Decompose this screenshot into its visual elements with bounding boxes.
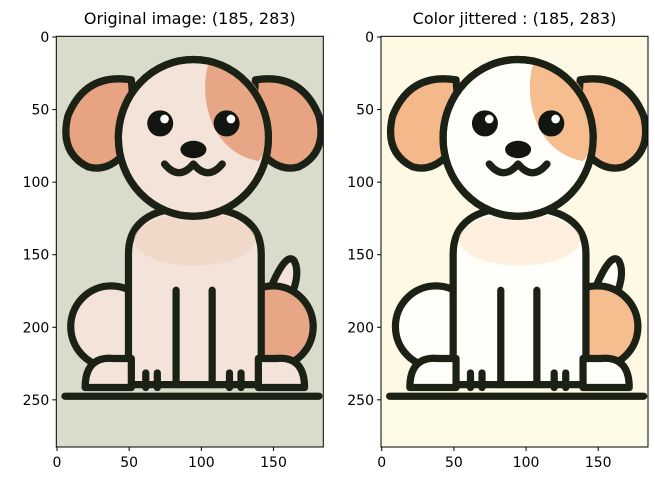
image — [381, 36, 648, 447]
y-tick-label: 250 — [347, 393, 374, 409]
image — [56, 36, 323, 447]
y-tick-label: 100 — [347, 175, 374, 191]
x-tick-label: 100 — [513, 455, 540, 471]
y-tick-label: 0 — [365, 30, 374, 46]
y-tick-label: 200 — [347, 320, 374, 336]
x-tick-label: 0 — [53, 455, 62, 471]
y-tick-label: 100 — [23, 175, 50, 191]
y-tick-label: 50 — [31, 103, 49, 119]
subplot-title: Original image: (185, 283) — [84, 9, 296, 28]
y-tick-label: 150 — [23, 248, 50, 264]
y-tick-label: 150 — [347, 248, 374, 264]
panels: Original image: (185, 283) 0 50 100 150 0 50 10… — [23, 9, 649, 471]
axes-frame — [55, 35, 324, 448]
x-tick-label: 150 — [260, 455, 287, 471]
y-tick-label: 200 — [23, 320, 50, 336]
x-tick-label: 150 — [585, 455, 612, 471]
subplot-title: Color jittered : (185, 283) — [413, 9, 617, 28]
subplot: Color jittered : (185, 283) 0 50 100 150 0 50 1… — [347, 9, 649, 471]
y-tick-label: 250 — [23, 393, 50, 409]
axes-frame — [380, 35, 649, 448]
x-tick-label: 100 — [188, 455, 215, 471]
x-tick-label: 50 — [120, 455, 138, 471]
x-tick-label: 0 — [377, 455, 386, 471]
subplot: Original image: (185, 283) 0 50 100 150 0 50 10… — [23, 9, 324, 471]
y-tick-label: 50 — [356, 103, 374, 119]
x-tick-label: 50 — [445, 455, 463, 471]
y-tick-label: 0 — [40, 30, 49, 46]
